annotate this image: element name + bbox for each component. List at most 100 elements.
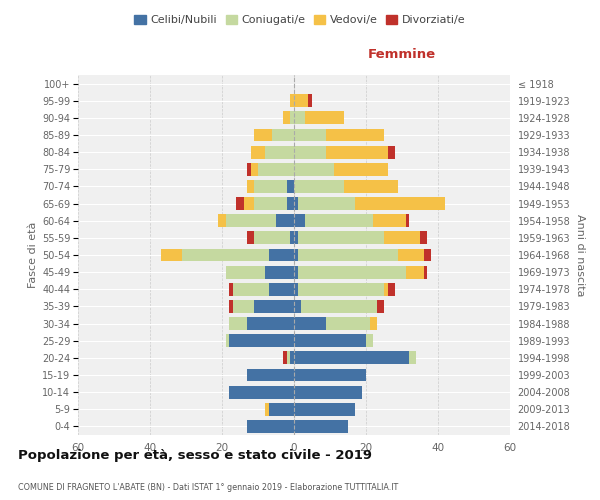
Bar <box>229 300 233 313</box>
Bar <box>294 180 344 193</box>
Bar <box>305 112 344 124</box>
Y-axis label: Fasce di età: Fasce di età <box>28 222 38 288</box>
Bar <box>226 214 276 227</box>
Bar <box>294 163 334 175</box>
Bar <box>247 368 294 382</box>
Bar <box>398 248 424 262</box>
Bar <box>269 403 294 415</box>
Bar <box>251 146 265 158</box>
Bar <box>294 368 366 382</box>
Bar <box>244 197 254 210</box>
Bar <box>298 232 384 244</box>
Bar <box>226 266 265 278</box>
Bar <box>182 248 269 262</box>
Bar <box>247 317 294 330</box>
Bar <box>254 128 272 141</box>
Bar <box>258 163 294 175</box>
Bar <box>305 214 373 227</box>
Bar <box>247 180 254 193</box>
Bar <box>161 248 182 262</box>
Bar <box>233 300 254 313</box>
Bar <box>294 283 298 296</box>
Bar <box>294 266 298 278</box>
Bar <box>420 232 427 244</box>
Bar <box>384 232 420 244</box>
Text: COMUNE DI FRAGNETO L'ABATE (BN) - Dati ISTAT 1° gennaio 2019 - Elaborazione TUTT: COMUNE DI FRAGNETO L'ABATE (BN) - Dati I… <box>18 484 398 492</box>
Bar <box>370 317 377 330</box>
Bar <box>251 163 258 175</box>
Bar <box>294 128 326 141</box>
Bar <box>334 163 388 175</box>
Bar <box>247 420 294 433</box>
Bar <box>272 128 294 141</box>
Bar <box>326 146 388 158</box>
Bar <box>409 352 416 364</box>
Bar <box>254 300 294 313</box>
Bar <box>294 146 326 158</box>
Bar <box>290 352 294 364</box>
Bar <box>294 94 308 107</box>
Bar <box>254 197 287 210</box>
Bar <box>326 128 384 141</box>
Bar <box>283 112 290 124</box>
Bar <box>265 266 294 278</box>
Bar <box>298 197 355 210</box>
Bar <box>384 283 388 296</box>
Text: Femmine: Femmine <box>368 48 436 60</box>
Bar <box>290 232 294 244</box>
Bar <box>388 146 395 158</box>
Bar <box>308 94 312 107</box>
Bar <box>424 266 427 278</box>
Bar <box>326 317 370 330</box>
Bar <box>233 283 269 296</box>
Bar <box>265 403 269 415</box>
Bar <box>377 300 384 313</box>
Bar <box>283 352 287 364</box>
Bar <box>247 232 254 244</box>
Bar <box>247 163 251 175</box>
Bar <box>269 248 294 262</box>
Bar <box>254 180 287 193</box>
Bar <box>373 214 406 227</box>
Bar <box>301 300 377 313</box>
Bar <box>294 112 305 124</box>
Bar <box>254 232 290 244</box>
Bar <box>226 334 229 347</box>
Bar <box>229 386 294 398</box>
Bar <box>229 283 233 296</box>
Bar <box>287 352 290 364</box>
Bar <box>236 197 244 210</box>
Bar <box>298 283 384 296</box>
Bar <box>424 248 431 262</box>
Text: Popolazione per età, sesso e stato civile - 2019: Popolazione per età, sesso e stato civil… <box>18 450 372 462</box>
Bar <box>298 248 398 262</box>
Bar <box>406 266 424 278</box>
Bar <box>294 197 298 210</box>
Bar <box>287 197 294 210</box>
Bar <box>388 283 395 296</box>
Bar <box>294 403 355 415</box>
Bar <box>294 214 305 227</box>
Bar <box>294 232 298 244</box>
Bar <box>294 386 362 398</box>
Y-axis label: Anni di nascita: Anni di nascita <box>575 214 584 296</box>
Bar <box>218 214 226 227</box>
Bar <box>294 420 348 433</box>
Bar <box>229 334 294 347</box>
Bar <box>294 248 298 262</box>
Bar <box>269 283 294 296</box>
Bar <box>294 352 409 364</box>
Bar <box>276 214 294 227</box>
Bar <box>265 146 294 158</box>
Bar <box>355 197 445 210</box>
Bar <box>290 94 294 107</box>
Bar <box>294 317 326 330</box>
Bar <box>287 180 294 193</box>
Bar <box>298 266 406 278</box>
Bar <box>366 334 373 347</box>
Bar <box>290 112 294 124</box>
Bar <box>344 180 398 193</box>
Bar <box>229 317 247 330</box>
Legend: Celibi/Nubili, Coniugati/e, Vedovi/e, Divorziati/e: Celibi/Nubili, Coniugati/e, Vedovi/e, Di… <box>130 10 470 30</box>
Bar <box>294 334 366 347</box>
